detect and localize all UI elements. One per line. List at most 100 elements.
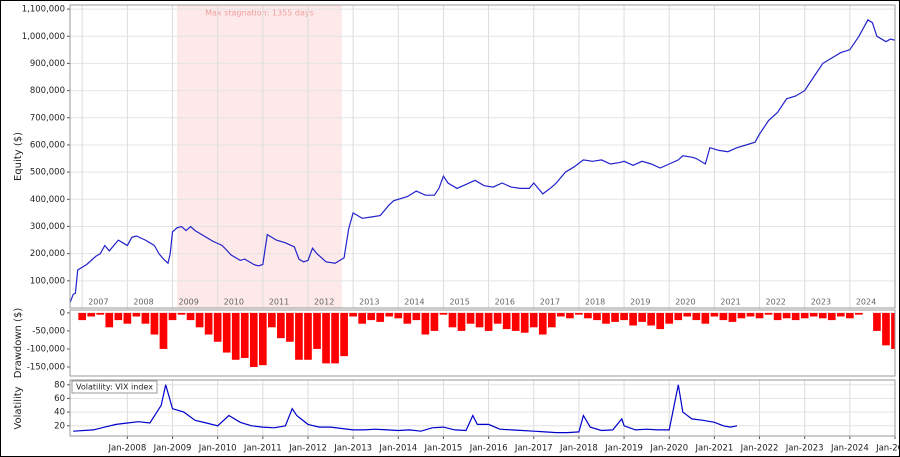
bar (520, 312, 529, 333)
panel (70, 380, 895, 436)
x-tick-label: 2007 (88, 298, 108, 307)
bar (295, 312, 303, 360)
bar (277, 312, 285, 339)
bar (836, 312, 845, 317)
y-tick-label: 60 (54, 394, 65, 404)
bar (105, 312, 114, 328)
bar (873, 312, 881, 331)
plot-border (69, 4, 896, 309)
line (73, 384, 738, 434)
bar (719, 312, 728, 321)
bar (611, 312, 619, 322)
bar (647, 312, 655, 326)
x-tick-label: 2009 (179, 298, 199, 307)
bar (87, 312, 96, 317)
bar (349, 312, 357, 317)
bar (96, 312, 105, 315)
bar (475, 312, 484, 328)
bar (566, 312, 574, 319)
y-tick-label: -150,000 (27, 362, 65, 372)
x-tick-label: 2022 (766, 298, 786, 307)
x-tick-label: 2023 (811, 298, 831, 307)
y-tick-label: 1,100,000 (22, 5, 65, 15)
bar (159, 312, 168, 349)
x-tick-label: 2013 (359, 298, 379, 307)
bar (430, 312, 439, 331)
x-tick-label: Jan-2018 (559, 444, 598, 454)
x-tick-label: Jan-2023 (785, 444, 824, 454)
bar (882, 312, 890, 346)
bar (258, 312, 267, 366)
bar (150, 312, 159, 335)
x-tick-label: Jan-2020 (649, 444, 688, 454)
bar (403, 312, 412, 324)
y-tick-label: -100,000 (27, 344, 65, 354)
bar (231, 312, 240, 360)
bar (240, 312, 249, 358)
bar (213, 312, 222, 342)
bar (511, 312, 520, 331)
plot-border (69, 379, 896, 437)
bar (222, 312, 231, 353)
bar (827, 312, 836, 321)
x-tick-label: Jan-2008 (107, 444, 146, 454)
bar (484, 312, 493, 331)
bar (746, 312, 755, 317)
x-tick-label: Jan-2022 (740, 444, 779, 454)
x-tick-label: 2024 (856, 298, 876, 307)
bar (286, 312, 294, 342)
x-tick-label: 2010 (224, 298, 244, 307)
x-tick-label: Jan-2010 (198, 444, 237, 454)
bar (466, 312, 475, 324)
bar (322, 312, 330, 364)
x-tick-label: Jan-2013 (333, 444, 372, 454)
bar (123, 312, 132, 324)
y-tick-label: 40 (54, 408, 65, 418)
x-tick-label: Jan-2021 (694, 444, 733, 454)
x-tick-label: 2020 (675, 298, 695, 307)
x-tick-label: 2015 (449, 298, 469, 307)
y-axis-label: Equity ($) (13, 132, 24, 181)
bar (376, 312, 385, 322)
y-tick-label: 600,000 (30, 140, 65, 150)
legend-label: Volatility: VIX index (76, 383, 153, 392)
y-axis-label: Volatility (13, 386, 24, 429)
bar (764, 312, 773, 315)
x-tick-label: Jan-2009 (153, 444, 192, 454)
bar (683, 312, 692, 317)
bar (331, 312, 339, 364)
bar (656, 312, 665, 330)
y-tick-label: 20 (54, 421, 65, 431)
bar (846, 312, 854, 319)
bar (692, 312, 701, 321)
bar (855, 312, 863, 315)
legend: Volatility: VIX index (71, 380, 158, 394)
legend-box (71, 380, 158, 394)
bar (204, 312, 213, 335)
bar (674, 312, 683, 321)
bar (800, 312, 809, 319)
bar (529, 312, 538, 328)
x-tick-label: 2017 (540, 298, 560, 307)
bar (340, 312, 348, 357)
bar (132, 312, 141, 317)
bar (538, 312, 547, 335)
x-tick-label: Jan-2019 (604, 444, 643, 454)
y-axis-label: Drawdown ($) (13, 308, 24, 379)
bar (575, 312, 583, 315)
bar (186, 312, 195, 321)
bar (502, 312, 511, 330)
bar (177, 312, 186, 315)
bar (773, 312, 782, 321)
bar (268, 312, 276, 328)
x-tick-label: 2019 (630, 298, 650, 307)
bar (629, 312, 637, 326)
bar (493, 312, 502, 324)
x-tick-label: 2016 (495, 298, 515, 307)
line (70, 19, 895, 303)
bar (313, 312, 321, 349)
x-tick-label: Jan-2025 (875, 444, 900, 454)
bar (584, 312, 592, 319)
bar (457, 312, 466, 331)
